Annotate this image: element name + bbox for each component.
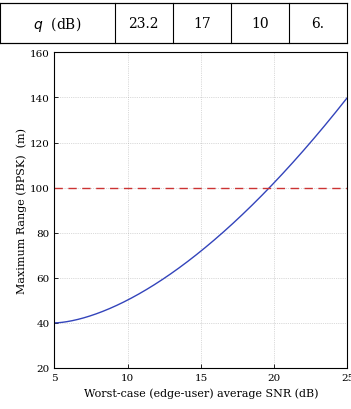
Text: 6.: 6. <box>311 17 324 31</box>
Y-axis label: Maximum Range (BPSK)  (m): Maximum Range (BPSK) (m) <box>16 128 27 293</box>
Text: 23.2: 23.2 <box>128 17 159 31</box>
X-axis label: Worst-case (edge-user) average SNR (dB): Worst-case (edge-user) average SNR (dB) <box>84 387 318 398</box>
Text: $q$  (dB): $q$ (dB) <box>33 15 81 34</box>
Text: 10: 10 <box>251 17 269 31</box>
Text: 17: 17 <box>193 17 211 31</box>
